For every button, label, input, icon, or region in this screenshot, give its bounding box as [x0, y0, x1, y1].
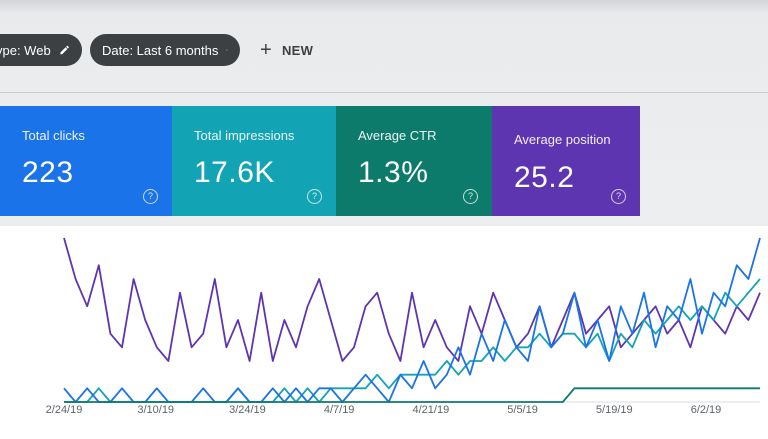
x-tick-label: 5/5/19 [507, 404, 538, 416]
type-filter-label: ype: Web [0, 42, 51, 58]
pencil-icon[interactable] [59, 43, 70, 57]
series-line-2[interactable] [63, 237, 761, 403]
x-tick-label: 3/24/19 [229, 404, 266, 416]
help-icon[interactable]: ? [463, 189, 478, 204]
card-title: Total clicks [22, 128, 85, 143]
series-line-3[interactable] [64, 387, 760, 403]
help-icon[interactable]: ? [143, 189, 158, 204]
series-line-0[interactable] [63, 237, 761, 362]
chart-canvas [63, 237, 761, 403]
x-tick-label: 4/7/19 [323, 404, 355, 416]
plus-icon: + [260, 39, 272, 61]
card-value: 223 [22, 156, 74, 189]
card-title: Average CTR [358, 128, 437, 143]
pencil-icon[interactable] [226, 43, 228, 57]
performance-chart: 2/24/19 3/10/19 3/24/19 4/7/19 4/21/19 5/5/19… [0, 226, 768, 439]
card-title: Total impressions [194, 128, 295, 143]
card-average-ctr[interactable]: Average CTR 1.3% ? [336, 106, 492, 216]
x-tick-label: 2/24/19 [45, 404, 83, 416]
help-icon[interactable]: ? [611, 189, 626, 204]
x-tick-label: 5/19/19 [595, 404, 633, 416]
filter-bar: ype: Web Date: Last 6 months + NEW [0, 26, 768, 84]
x-tick-label: 3/10/19 [137, 404, 175, 416]
help-icon[interactable]: ? [307, 189, 322, 204]
card-average-position[interactable]: Average position 25.2 ? [492, 106, 640, 216]
new-filter-label: NEW [281, 42, 314, 58]
card-value: 25.2 [514, 161, 575, 194]
card-total-impressions[interactable]: Total impressions 17.6K ? [172, 106, 336, 216]
card-value: 17.6K [194, 156, 275, 189]
card-total-clicks[interactable]: Total clicks 223 ? [0, 106, 172, 216]
date-filter-label: Date: Last 6 months [102, 42, 219, 58]
metric-cards: Total clicks 223 ? Total impressions 17.… [0, 106, 640, 218]
x-tick-label: 6/2/19 [690, 404, 722, 416]
card-value: 1.3% [358, 156, 429, 189]
screen-edge [0, 0, 768, 14]
type-filter-chip[interactable]: ype: Web [0, 34, 82, 66]
divider [0, 92, 768, 93]
date-filter-chip[interactable]: Date: Last 6 months [90, 34, 240, 66]
card-title: Average position [514, 132, 611, 147]
new-filter-button[interactable]: + NEW [254, 34, 319, 66]
x-tick-label: 4/21/19 [412, 404, 450, 416]
